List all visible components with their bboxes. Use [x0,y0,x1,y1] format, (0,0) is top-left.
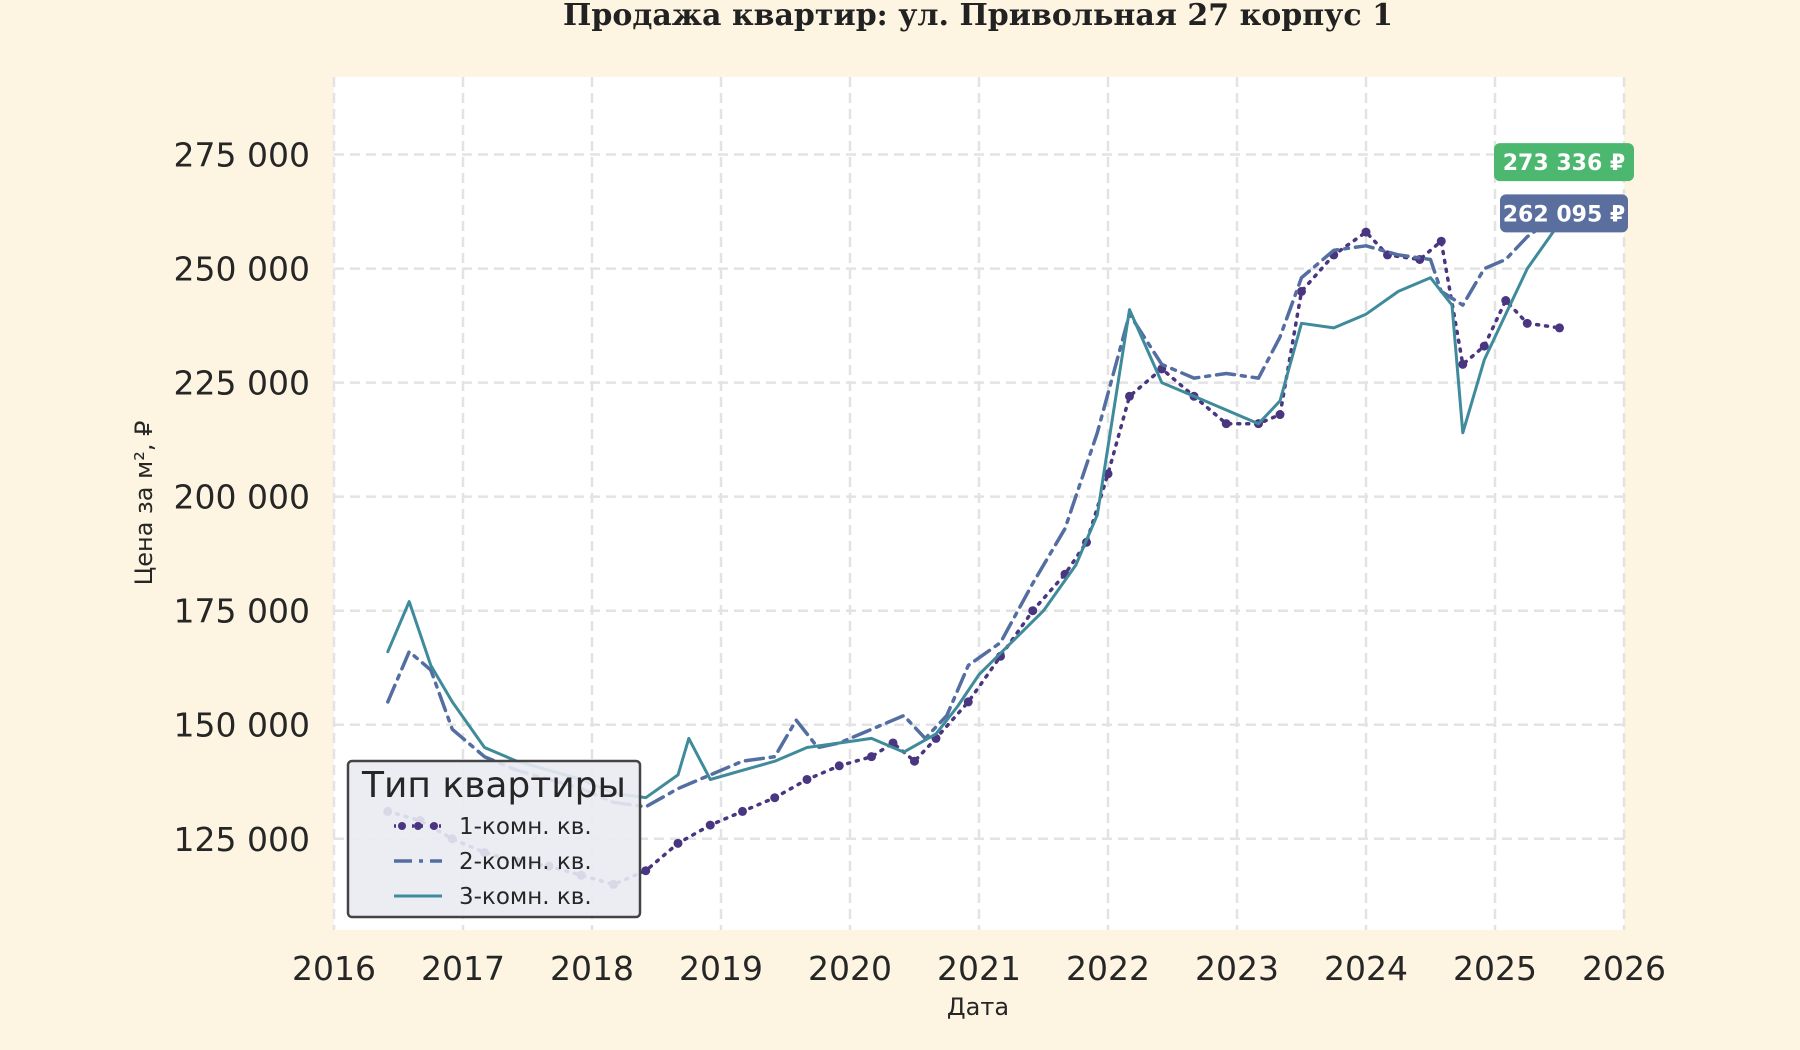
value-badge [1500,194,1628,233]
x-tick-label: 2022 [1066,949,1150,988]
series-point-1 [1555,323,1564,333]
x-tick-label: 2025 [1453,949,1537,988]
y-tick-label: 275 000 [174,136,310,175]
series-point-1 [673,838,683,848]
legend-marker [398,822,406,830]
series-point-1 [705,820,715,830]
legend[interactable]: Тип квартиры 1-комн. кв. 2-комн. кв. 3-ком… [346,759,642,919]
series-point-1 [1297,286,1306,296]
x-tick-label: 2024 [1324,949,1408,988]
y-tick-label: 200 000 [174,478,310,517]
y-tick-label: 175 000 [174,592,310,631]
value-badge [1494,143,1634,182]
series-point-1 [910,756,919,766]
value-badge-label: 273 336 ₽ [1503,151,1625,176]
legend-label-1: 1-комн. кв. [459,814,592,840]
series-point-1 [1436,236,1446,246]
series-point-1 [1479,341,1489,351]
series-point-1 [641,866,651,876]
series-point-1 [1275,410,1285,420]
y-tick-label: 225 000 [174,364,310,403]
y-tick-label: 125 000 [174,820,310,859]
chart-title: Продажа квартир: ул. Привольная 27 корпу… [563,0,1393,33]
x-tick-label: 2017 [421,949,505,988]
x-tick-label: 2026 [1582,949,1666,988]
series-point-1 [1221,419,1231,429]
x-tick-label: 2020 [808,949,892,988]
value-badges: 273 336 ₽ 262 095 ₽ [1494,143,1634,233]
legend-marker [414,822,422,830]
y-axis-label: Цена за м², ₽ [130,421,158,586]
series-point-1 [1522,318,1532,328]
series-point-1 [963,697,973,707]
legend-box [346,759,642,919]
y-axis: 125 000 150 000 175 000 200 000 225 000 250 0… [174,136,310,859]
series-point-1 [1028,606,1038,616]
series-point-1 [1501,296,1511,306]
series-point-1 [738,806,747,816]
series-point-1 [802,774,812,784]
legend-title: Тип квартиры [361,765,626,806]
legend-marker [430,822,438,830]
x-tick-label: 2019 [679,949,763,988]
series-point-1 [1125,391,1134,401]
legend-label-3: 3-комн. кв. [459,884,592,910]
x-tick-label: 2023 [1195,949,1279,988]
series-point-1 [867,752,876,762]
series-point-1 [834,761,844,771]
legend-entries: 1-комн. кв. 2-комн. кв. 3-комн. кв. [394,814,592,910]
y-tick-label: 150 000 [174,706,310,745]
value-badge-label: 262 095 ₽ [1503,202,1625,227]
x-axis-label: Дата [947,993,1009,1021]
x-tick-label: 2016 [292,949,376,988]
series-point-1 [770,793,780,803]
series-point-1 [1103,469,1113,479]
series-point-1 [1458,359,1468,369]
x-tick-label: 2018 [550,949,634,988]
series-point-1 [1361,227,1371,237]
y-tick-label: 250 000 [174,250,310,289]
x-axis: 2016 2017 2018 2019 2020 2021 2022 2023 2024 2025… [292,949,1666,988]
grid-lines [332,77,1626,930]
x-tick-label: 2021 [937,949,1021,988]
legend-label-2: 2-комн. кв. [459,849,592,875]
